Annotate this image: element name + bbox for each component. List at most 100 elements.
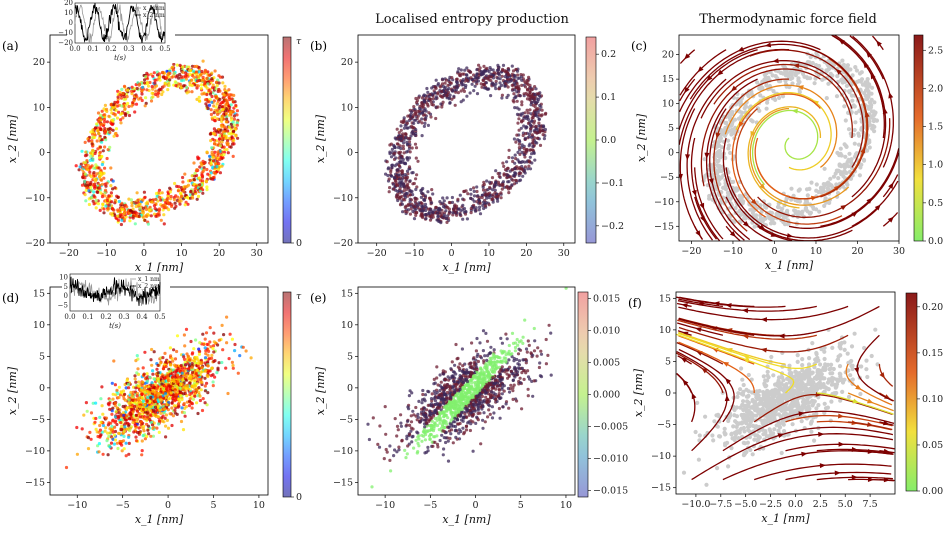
trajectory-point <box>121 91 125 96</box>
trajectory-point <box>463 68 467 72</box>
trajectory-point <box>512 173 516 178</box>
trajectory-point <box>221 348 225 352</box>
cloud-point <box>807 186 812 191</box>
trajectory-point <box>448 93 452 97</box>
trajectory-point <box>134 435 138 439</box>
trajectory-point <box>122 97 126 101</box>
trajectory-point <box>507 155 511 160</box>
trajectory-point <box>103 127 107 131</box>
trajectory-point <box>478 66 482 70</box>
trajectory-point <box>157 211 161 215</box>
cloud-point <box>770 73 775 78</box>
trajectory-point <box>540 129 545 133</box>
trajectory-point <box>426 90 430 94</box>
trajectory-point <box>126 382 130 386</box>
trajectory-point <box>422 99 426 103</box>
cloud-point <box>857 71 863 76</box>
cloud-point <box>737 208 742 214</box>
trajectory-point <box>157 419 161 423</box>
trajectory-point <box>103 120 107 124</box>
trajectory-point <box>89 165 93 169</box>
trajectory-point <box>190 90 194 94</box>
trajectory-point <box>481 200 486 204</box>
trajectory-point <box>522 146 526 151</box>
trajectory-point <box>226 391 230 396</box>
trajectory-point <box>102 117 106 121</box>
streamline-arrow <box>764 42 772 48</box>
trajectory-point <box>538 129 542 133</box>
cloud-point <box>857 173 863 178</box>
trajectory-point <box>477 208 481 212</box>
trajectory-point <box>196 194 201 198</box>
trajectory-point <box>78 165 82 169</box>
trajectory-point <box>140 81 144 85</box>
trajectory-point <box>505 160 509 164</box>
trajectory-point <box>396 142 400 146</box>
trajectory-point <box>91 183 95 187</box>
cloud-point <box>808 54 813 60</box>
trajectory-point <box>494 87 498 91</box>
trajectory-point <box>420 204 424 208</box>
trajectory-points <box>74 59 240 227</box>
trajectory-point <box>520 119 524 123</box>
trajectory-point <box>221 81 225 85</box>
trajectory-point <box>151 95 155 99</box>
cloud-point <box>710 172 716 177</box>
trajectory-point <box>159 411 163 415</box>
trajectory-point <box>203 98 208 102</box>
trajectory-point <box>520 83 524 87</box>
trajectory-point <box>116 95 120 99</box>
trajectory-point <box>485 74 489 78</box>
trajectory-point <box>220 140 224 144</box>
trajectory-point <box>118 209 122 213</box>
streamline-arrow <box>759 183 766 190</box>
trajectory-point <box>127 435 131 439</box>
cloud-point <box>844 170 849 176</box>
trajectory-point <box>512 137 517 141</box>
trajectory-point <box>133 377 137 381</box>
trajectory-point <box>203 389 207 393</box>
trajectory-point <box>181 428 186 432</box>
trajectory-point <box>80 149 84 153</box>
trajectory-point <box>406 208 411 212</box>
trajectory-point <box>230 337 234 341</box>
trajectory-point <box>208 92 212 96</box>
cloud-point <box>783 78 788 84</box>
trajectory-point <box>126 101 130 106</box>
colorbar-tick-label: 0.0 <box>601 135 616 146</box>
streamline-arrow <box>835 68 842 75</box>
trajectory-point <box>208 154 212 158</box>
trajectory-point <box>235 109 239 113</box>
cloud-point <box>739 195 744 200</box>
cloud-point <box>791 193 796 198</box>
cloud-point <box>768 216 774 221</box>
trajectory-point <box>516 73 520 77</box>
trajectory-point <box>112 134 116 138</box>
trajectory-point <box>144 214 148 218</box>
trajectory-point <box>153 78 157 82</box>
trajectory-point <box>497 174 501 178</box>
x-tick-label: 10 <box>176 248 188 259</box>
trajectory-point <box>157 430 161 434</box>
trajectory-point <box>195 401 199 405</box>
y-tick-label: 0 <box>668 148 674 159</box>
trajectory-point <box>517 139 522 143</box>
trajectory-point <box>130 104 134 108</box>
cloud-point <box>843 154 848 159</box>
trajectory-point <box>170 401 174 405</box>
trajectory-point <box>174 75 178 79</box>
trajectory-point <box>526 111 530 115</box>
trajectory-point <box>213 150 217 154</box>
trajectory-point <box>206 172 210 176</box>
trajectory-point <box>133 222 137 226</box>
trajectory-point <box>506 173 510 177</box>
trajectory-point <box>528 83 532 87</box>
trajectory-point <box>141 206 146 210</box>
trajectory-point <box>162 84 166 88</box>
trajectory-point <box>212 350 216 354</box>
cloud-point <box>790 75 795 80</box>
trajectory-point <box>517 179 521 183</box>
trajectory-point <box>97 132 101 136</box>
